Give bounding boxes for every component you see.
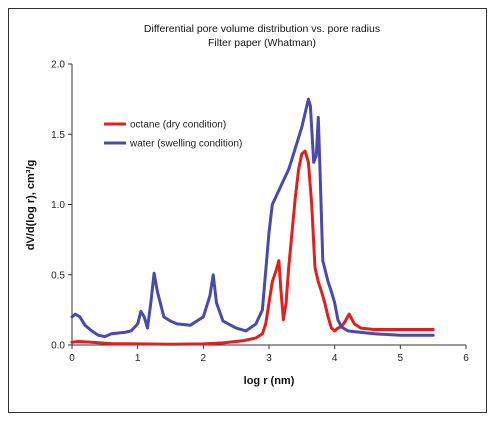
y-tick-label: 0.5 (51, 270, 65, 281)
x-tick-label: 1 (135, 353, 141, 364)
series-line-water (70, 97, 435, 339)
x-tick-label: 0 (69, 353, 75, 364)
series-line-octane (70, 149, 435, 346)
x-tick-label: 6 (463, 353, 469, 364)
y-tick-label: 2.0 (51, 60, 65, 71)
legend-label-octane: octane (dry condition) (130, 120, 226, 131)
x-tick-label: 5 (398, 353, 404, 364)
y-axis-label: dV/d(log r), cm³/g (25, 160, 37, 250)
y-tick-label: 1.0 (51, 200, 65, 211)
x-tick-label: 3 (266, 353, 272, 364)
y-tick-label: 1.5 (51, 130, 65, 141)
legend-label-water: water (swelling condition) (129, 139, 242, 150)
chart-title: Differential pore volume distribution vs… (144, 23, 380, 35)
x-axis-label: log r (nm) (244, 375, 295, 387)
chart-subtitle: Filter paper (Whatman) (208, 37, 316, 49)
x-tick-label: 2 (201, 353, 207, 364)
y-tick-label: 0.0 (51, 341, 65, 352)
axes: 0 1 2 3 4 5 6 0.0 0.5 1.0 1.5 2.0 (51, 60, 469, 365)
x-tick-label: 4 (332, 353, 338, 364)
legend: octane (dry condition) water (swelling co… (104, 120, 242, 150)
series-layer (70, 97, 435, 346)
